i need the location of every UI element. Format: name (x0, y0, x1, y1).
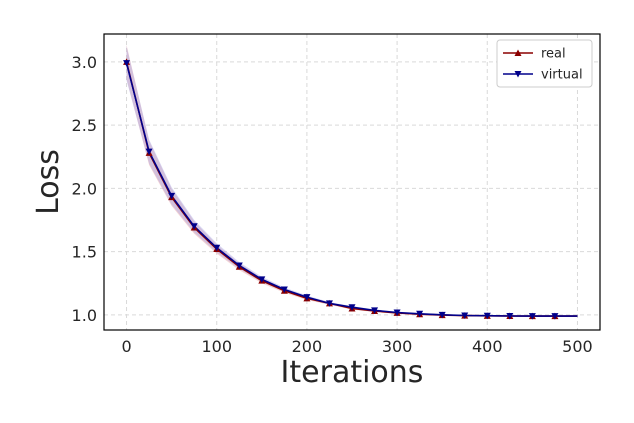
marker-virtual (280, 286, 288, 294)
marker-virtual (348, 304, 356, 311)
x-tick-label: 300 (382, 337, 413, 356)
series-lines (125, 61, 578, 317)
marker-virtual (483, 312, 491, 320)
marker-virtual (528, 313, 536, 320)
marker-virtual (258, 276, 266, 283)
line-real (125, 61, 578, 317)
y-tick-label: 2.5 (72, 116, 97, 135)
plot-frame (103, 33, 601, 331)
marker-virtual (461, 312, 469, 319)
marker-virtual (371, 307, 379, 314)
y-axis-label: Loss (31, 149, 66, 215)
marker-virtual (303, 294, 311, 301)
series-markers (123, 58, 559, 320)
x-tick-label: 500 (562, 337, 593, 356)
legend-marker-real (514, 49, 522, 56)
x-axis-label: Iterations (281, 355, 424, 390)
marker-virtual (506, 312, 514, 320)
marker-virtual (551, 313, 559, 320)
marker-virtual (123, 60, 131, 67)
x-tick-label: 0 (121, 337, 131, 356)
x-tick-label: 400 (472, 337, 503, 356)
legend-label-virtual: virtual (541, 68, 583, 83)
marker-virtual (213, 244, 221, 252)
y-tick-label: 1.0 (72, 306, 97, 325)
line-virtual (125, 62, 578, 317)
y-tick-label: 1.5 (72, 243, 97, 262)
x-tick-label: 100 (201, 337, 232, 356)
x-tick-label: 200 (292, 337, 323, 356)
x-tick-labels: 0 100 200 300 400 500 (121, 337, 592, 356)
marker-virtual (325, 300, 333, 307)
marker-virtual (168, 192, 176, 200)
marker-virtual (235, 262, 243, 269)
marker-virtual (438, 311, 446, 319)
legend: real virtual (496, 39, 593, 88)
y-tick-label: 2.0 (72, 179, 97, 198)
marker-virtual (190, 223, 198, 230)
y-tick-label: 3.0 (72, 53, 97, 72)
legend-label-real: real (541, 47, 566, 62)
marker-virtual (393, 309, 401, 317)
marker-virtual (145, 148, 153, 156)
y-tick-labels: 1.0 1.5 2.0 2.5 3.0 (72, 53, 97, 325)
legend-box (496, 39, 593, 88)
marker-virtual (416, 310, 424, 318)
legend-marker-virtual (514, 71, 522, 78)
